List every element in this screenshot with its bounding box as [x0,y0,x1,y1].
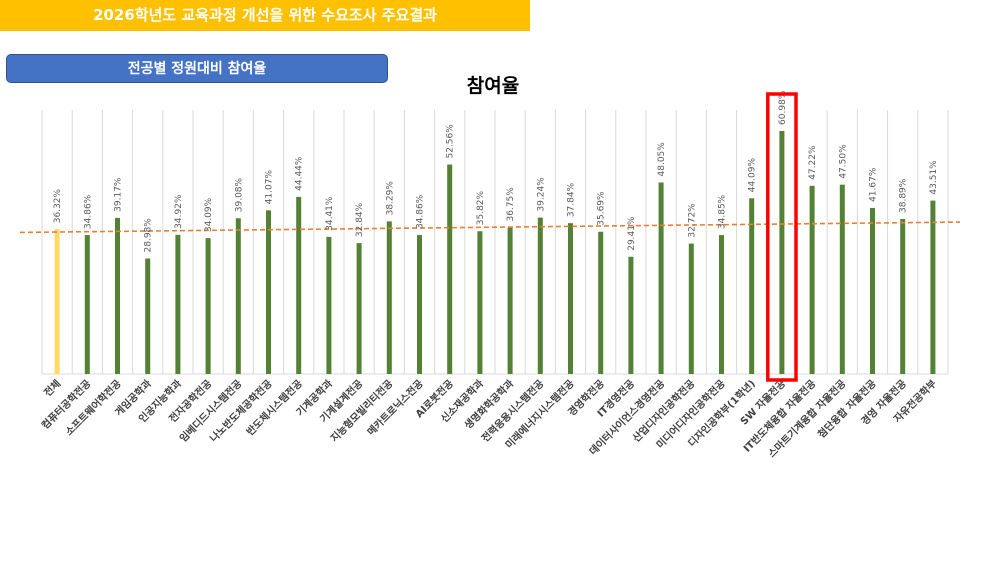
bar [84,235,90,374]
bar [326,236,332,374]
bar [900,218,906,374]
bar-value-label: 34.41% [325,196,335,231]
bar-value-label: 39.08% [234,177,244,212]
bar [507,227,513,374]
bar [54,229,60,374]
bar [568,223,573,374]
bar-value-label: 39.24% [536,177,546,212]
bar [658,182,664,374]
bar [477,231,483,374]
bar [688,243,694,374]
bar-value-label: 34.86% [416,194,426,229]
category-labels: 전체컴퓨터공학전공소프트웨어학전공게임공학과인공지능학과전자공학전공임베디드시스… [39,376,939,460]
value-labels: 36.32% 34.86% 39.17% 28.98% 34.92% 34.09% 39.0… [53,90,939,252]
bar [175,234,181,374]
bar-value-label: 60.98% [778,90,788,125]
bar-value-label: 47.22% [808,145,818,180]
bar [749,198,755,374]
highlight-box [766,92,798,382]
gridlines [41,110,949,375]
bar-value-label: 35.82% [476,190,486,225]
bar-value-label: 34.85% [718,194,728,229]
bar-value-label: 35.69% [597,191,607,226]
bar [145,258,151,374]
bar-value-label: 34.86% [83,194,93,229]
bar-value-label: 44.44% [295,156,305,191]
trendline-layer [19,221,961,234]
bar-value-label: 39.17% [114,177,124,212]
bar-value-label: 32.84% [355,202,365,237]
bar-value-label: 36.75% [506,187,516,222]
bar [839,184,845,374]
bar-value-label: 34.09% [204,197,214,232]
bar-value-label: 38.29% [385,181,395,216]
bar-value-label: 29.41% [627,216,637,251]
bar [598,231,604,374]
bar [115,217,120,374]
bar-value-label: 43.51% [929,160,939,195]
bar [779,130,785,374]
section-badge: 전공별 정원대비 참여율 [6,54,388,83]
bar-value-label: 38.89% [899,178,909,213]
highlight-layer [766,92,798,382]
bar-value-label: 52.56% [446,124,456,159]
bar-value-label: 28.98% [144,218,154,253]
bar [628,256,634,374]
bar [930,200,936,374]
bar-value-label: 32.72% [687,203,697,238]
bar-value-label: 48.05% [657,142,667,177]
bar [205,238,211,374]
bar-value-label: 41.67% [869,167,879,202]
bar [809,185,815,374]
bar-value-label: 37.84% [567,182,577,217]
bar [296,196,302,374]
bar-value-label: 44.09% [748,158,758,193]
chart-title: 참여율 [467,75,519,97]
bar-value-label: 36.32% [53,188,63,223]
bar [356,243,362,374]
bar-value-label: 34.92% [174,194,184,229]
bar [417,235,422,374]
bar [235,218,241,374]
bar-value-label: 41.07% [265,170,275,205]
bars [54,130,936,374]
category-label: 전체 [41,377,63,399]
bar [719,235,724,374]
bar [386,221,392,374]
bar [447,164,453,374]
bar-value-label: 47.50% [838,144,848,179]
trendline [19,221,961,234]
bar [537,217,543,374]
bar [870,207,875,374]
top-banner-title: 2026학년도 교육과정 개선을 위한 수요조사 주요결과 [0,0,530,31]
bar [266,210,271,374]
